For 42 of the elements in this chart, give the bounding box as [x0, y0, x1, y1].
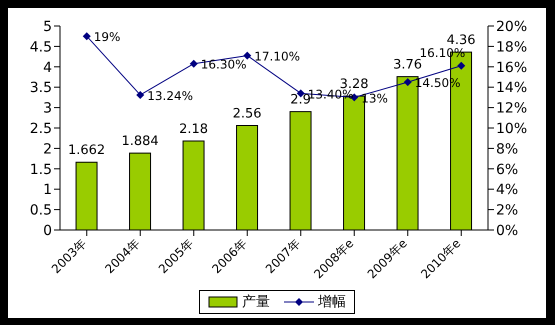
legend-label: 增幅	[318, 293, 346, 311]
data-label: 17.10%	[254, 50, 300, 64]
point	[190, 60, 198, 68]
y2-tick-label: 20%	[496, 18, 528, 35]
legend-label: 产量	[242, 293, 270, 311]
data-label: 16.10%	[419, 46, 466, 60]
point	[82, 32, 91, 40]
y-tick-label: 1.5	[30, 162, 52, 178]
y2-tick-label: 16%	[496, 60, 528, 76]
data-label: 2.9	[290, 92, 311, 108]
y2-tick-label: 6%	[496, 162, 518, 178]
y-tick-label: 1	[43, 182, 52, 198]
y-tick-label: 0.5	[30, 202, 52, 219]
point	[404, 78, 412, 86]
data-label: 1.662	[68, 143, 106, 158]
y2-tick-label: 4%	[496, 182, 518, 198]
y-tick-label: 5	[43, 18, 52, 35]
data-label: 2.18	[179, 122, 208, 138]
y2-tick-label: 18%	[496, 39, 528, 56]
y-tick-label: 3.5	[30, 80, 52, 96]
y2-tick-label: 12%	[496, 100, 528, 117]
point	[136, 90, 144, 99]
data-label: 16.30%	[200, 58, 247, 72]
y2-tick-label: 8%	[496, 141, 518, 158]
y-tick-label: 0	[43, 222, 52, 239]
data-label: 2.56	[232, 106, 262, 122]
y-tick-label: 2.5	[30, 120, 52, 137]
y-tick-label: 3	[43, 100, 52, 117]
y2-tick-label: 0%	[496, 222, 518, 239]
data-label: 19%	[94, 30, 120, 44]
y-tick-label: 4.5	[30, 39, 52, 56]
data-label: 13.24%	[147, 88, 194, 103]
point	[243, 52, 252, 60]
y-tick-label: 4	[43, 60, 52, 76]
data-label: 4.36	[446, 33, 476, 48]
y2-tick-label: 10%	[496, 120, 528, 137]
y2-tick-label: 14%	[496, 80, 528, 96]
y-tick-label: 2	[43, 141, 52, 158]
data-label: 3.76	[393, 58, 422, 73]
data-label: 1.884	[121, 134, 159, 150]
point	[457, 62, 466, 70]
y2-tick-label: 2%	[496, 202, 518, 219]
